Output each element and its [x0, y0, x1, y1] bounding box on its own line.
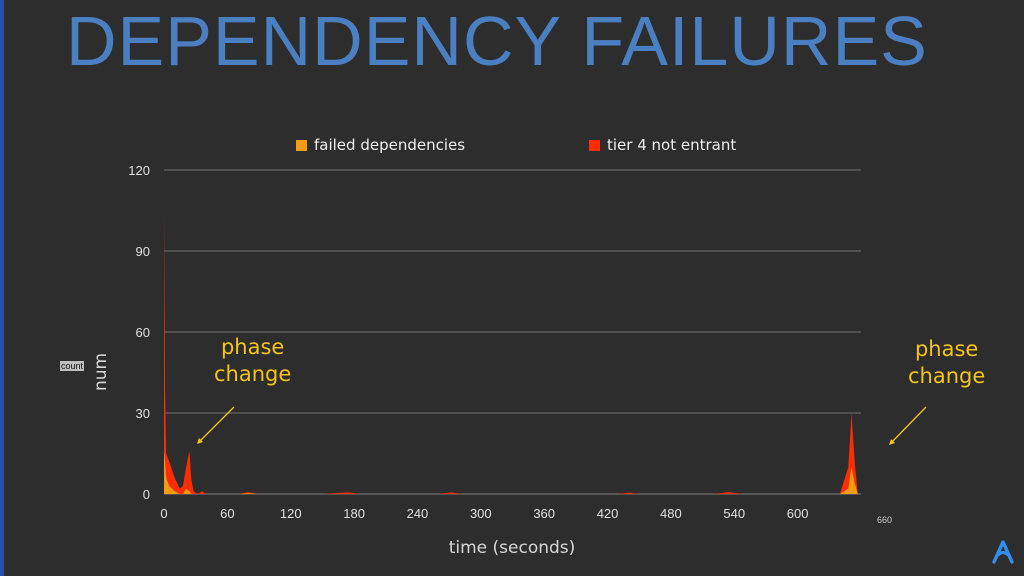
chart-legend: failed dependencies tier 4 not entrant: [0, 136, 1024, 158]
y-axis-ticks: 0 30 60 90 120: [128, 163, 150, 502]
chart-grid: [164, 169, 861, 495]
legend-swatch-failed-dependencies: [296, 139, 307, 151]
x-tick-label: 180: [343, 506, 365, 521]
legend-swatch-tier4-not-entrant: [589, 139, 600, 151]
annotation-arrow-left: [197, 406, 235, 444]
x-axis-extra-tick: 660: [877, 515, 893, 525]
x-tick-label: 240: [407, 506, 429, 521]
x-tick-label: 480: [660, 506, 682, 521]
annotation-left-line1: phase: [220, 335, 285, 359]
y-tick-label: 90: [136, 244, 150, 259]
x-tick-label: 120: [280, 506, 302, 521]
legend-item-tier4-not-entrant: tier 4 not entrant: [589, 136, 736, 154]
area-series-failed-dependencies: [164, 450, 861, 494]
x-tick-label: 300: [470, 506, 492, 521]
y-axis-secondary-label: count: [60, 361, 85, 371]
azul-a-logo-icon: [990, 539, 1016, 570]
y-axis-title: num: [91, 352, 112, 392]
annotation-arrow-right: [889, 406, 927, 445]
annotation-left-line2: change: [214, 362, 292, 386]
x-tick-label: 360: [533, 506, 555, 521]
x-tick-label: 600: [787, 506, 809, 521]
y-tick-label: 60: [136, 325, 150, 340]
x-tick-label: 540: [723, 506, 745, 521]
legend-label-tier4-not-entrant: tier 4 not entrant: [607, 136, 737, 154]
annotation-right-line2: change: [908, 364, 986, 388]
annotation-phase-change-right: phase change: [908, 336, 985, 390]
x-axis-ticks: 0 60 120 180 240 300 360 420 480 540 600: [160, 506, 808, 521]
x-axis-title: time (seconds): [448, 538, 576, 558]
annotation-phase-change-left: phase change: [214, 334, 291, 388]
legend-label-failed-dependencies: failed dependencies: [314, 136, 466, 154]
x-tick-label: 0: [160, 506, 167, 521]
x-tick-label: 60: [220, 506, 234, 521]
left-accent-bar: [0, 0, 4, 576]
y-tick-label: 30: [136, 406, 150, 421]
slide-title: DEPENDENCY FAILURES: [66, 2, 928, 80]
annotation-right-line1: phase: [914, 337, 979, 361]
legend-item-failed-dependencies: failed dependencies: [296, 136, 465, 154]
x-tick-label: 420: [597, 506, 619, 521]
y-tick-label: 0: [143, 487, 150, 502]
y-tick-label: 120: [128, 163, 150, 178]
